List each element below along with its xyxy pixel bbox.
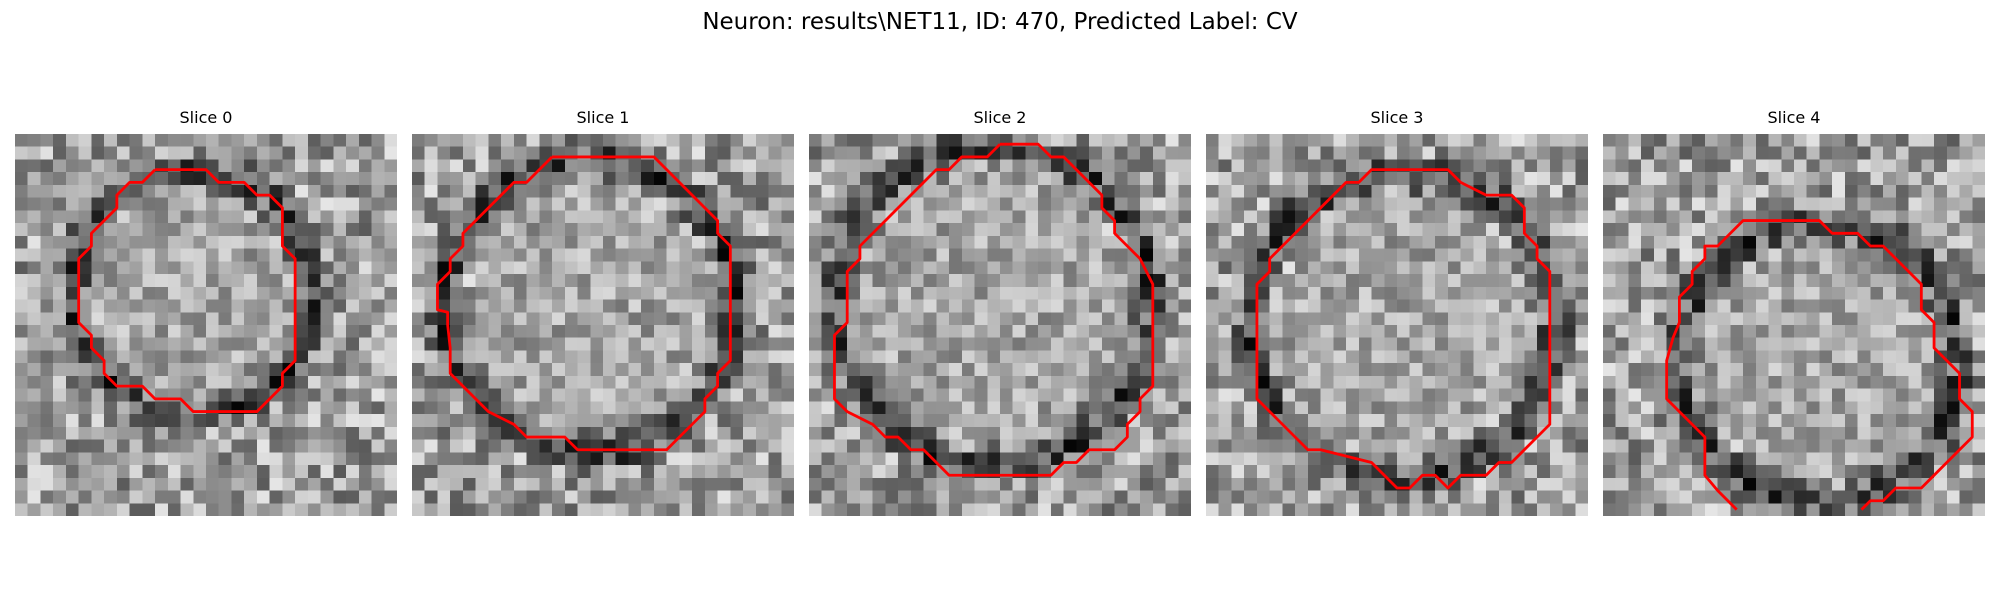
slice-title: Slice 3 <box>1370 108 1424 127</box>
slice-panel: Slice 4 <box>1603 108 1985 516</box>
slice-panel: Slice 3 <box>1206 108 1588 516</box>
figure-title: Neuron: results\NET11, ID: 470, Predicte… <box>702 9 1298 35</box>
segmentation-contour <box>1665 219 1974 511</box>
grayscale-pixels <box>1603 134 1985 516</box>
slice-image <box>1603 134 1985 516</box>
segmentation-contour <box>77 168 297 413</box>
slice-title: Slice 1 <box>576 108 630 127</box>
segmentation-contour <box>833 142 1155 477</box>
slice-image <box>412 134 794 516</box>
slice-title: Slice 2 <box>973 108 1027 127</box>
segmentation-contour <box>1255 168 1552 490</box>
grayscale-pixels <box>15 134 397 516</box>
grayscale-pixels <box>1206 134 1588 516</box>
slice-panel: Slice 1 <box>412 108 794 516</box>
slice-title: Slice 0 <box>179 108 233 127</box>
segmentation-contour <box>436 155 732 452</box>
slice-panel: Slice 0 <box>15 108 397 516</box>
slice-panel: Slice 2 <box>809 108 1191 516</box>
slice-image <box>15 134 397 516</box>
grayscale-pixels <box>809 134 1191 516</box>
slice-image <box>809 134 1191 516</box>
grayscale-pixels <box>412 134 794 516</box>
slice-title: Slice 4 <box>1767 108 1821 127</box>
slice-image <box>1206 134 1588 516</box>
